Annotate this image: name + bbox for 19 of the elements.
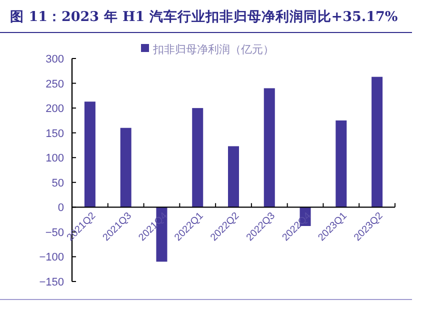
- y-tick-label: −150: [39, 276, 64, 288]
- bar: [120, 128, 132, 208]
- bar: [228, 146, 239, 208]
- y-tick-label: −100: [39, 252, 64, 264]
- y-tick-label: 50: [52, 177, 64, 190]
- y-tick-label: 300: [46, 54, 64, 66]
- bar: [192, 108, 204, 208]
- chart-title: 图 11：2023 年 H1 汽车行业扣非归母净利润同比+35.17%: [10, 8, 398, 25]
- legend-label: 扣非归母净利润（亿元）: [152, 43, 274, 56]
- y-tick-label: 0: [58, 202, 64, 214]
- y-tick-label: 200: [46, 103, 64, 116]
- y-tick-label: 100: [46, 152, 64, 165]
- y-tick-label: 250: [46, 78, 64, 90]
- bar: [372, 76, 383, 208]
- bar: [84, 102, 96, 208]
- bar: [336, 120, 347, 208]
- y-tick-label: −50: [45, 226, 64, 239]
- bar: [264, 88, 275, 208]
- y-tick-label: 150: [46, 128, 64, 140]
